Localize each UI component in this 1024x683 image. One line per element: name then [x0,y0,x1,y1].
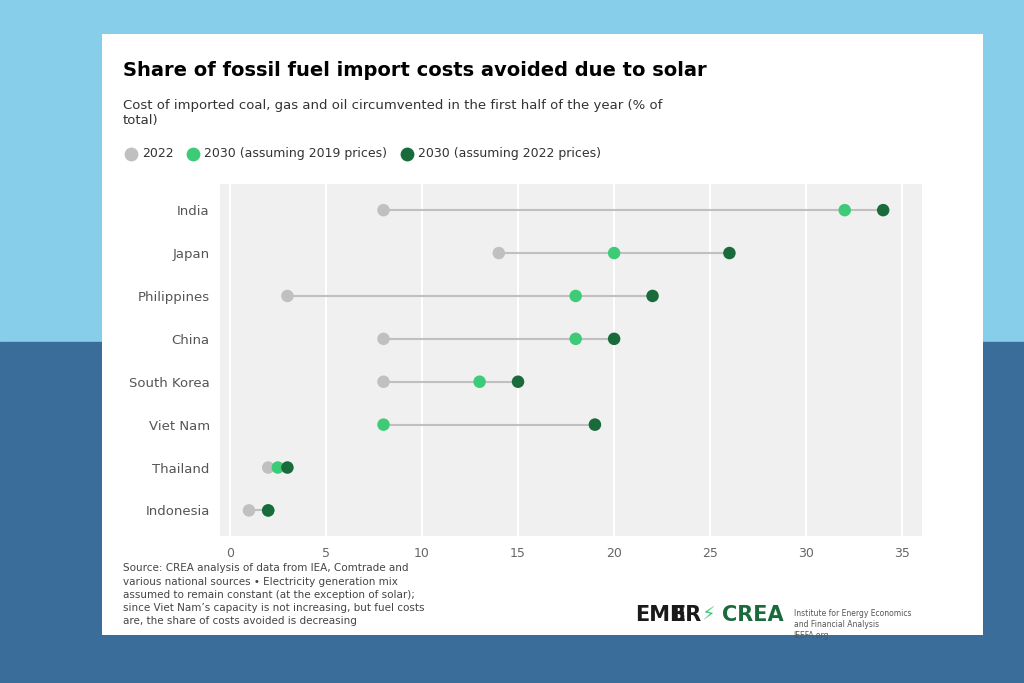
Point [567,290,584,301]
Point [490,247,507,258]
Text: Source: CREA analysis of data from IEA, Comtrade and
various national sources • : Source: CREA analysis of data from IEA, … [123,563,424,626]
Point [269,462,286,473]
Text: 2030 (assuming 2022 prices): 2030 (assuming 2022 prices) [418,147,601,161]
Point [606,247,623,258]
Point [587,419,603,430]
Point [184,148,201,159]
Text: 2030 (assuming 2019 prices): 2030 (assuming 2019 prices) [204,147,387,161]
Text: Share of fossil fuel import costs avoided due to solar: Share of fossil fuel import costs avoide… [123,61,707,81]
Point [241,505,257,516]
Point [398,148,416,159]
Text: Institute for Energy Economics
and Financial Analysis
IEEFA.org: Institute for Energy Economics and Finan… [794,609,911,641]
Text: 2022: 2022 [142,147,174,161]
Point [376,419,392,430]
Point [260,462,276,473]
Text: CREA: CREA [722,604,783,625]
Point [587,419,603,430]
Point [721,247,737,258]
Text: Cost of imported coal, gas and oil circumvented in the first half of the year (%: Cost of imported coal, gas and oil circu… [123,99,663,127]
Point [567,333,584,344]
Text: EMB: EMB [635,604,686,625]
Point [471,376,487,387]
Bar [0,0,1024,342]
Point [280,290,296,301]
Point [260,505,276,516]
Point [874,205,891,216]
Point [376,333,392,344]
Point [280,462,296,473]
Point [606,333,623,344]
Text: ER: ER [671,604,701,625]
Point [376,205,392,216]
Point [376,376,392,387]
Point [510,376,526,387]
Point [260,505,276,516]
Point [837,205,853,216]
Point [644,290,660,301]
Text: ⚡: ⚡ [701,605,715,624]
Point [123,148,139,159]
Bar [0,342,1024,683]
